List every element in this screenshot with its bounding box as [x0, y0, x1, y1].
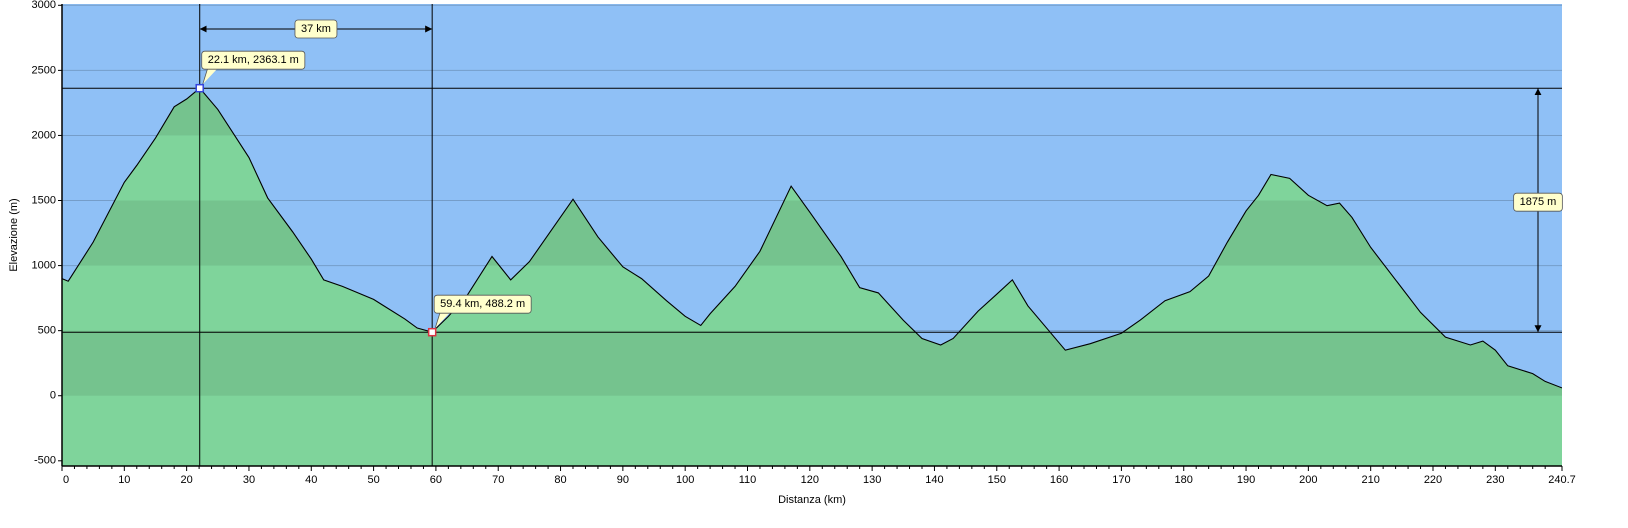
x-tick-label: 70 — [492, 474, 504, 486]
plot-area — [62, 4, 1562, 466]
x-tick-label: 220 — [1424, 474, 1442, 486]
annotation-label: 22.1 km, 2363.1 m — [208, 54, 299, 66]
annotation-box — [294, 19, 338, 39]
y-axis-label: Elevazione (m) — [8, 198, 20, 271]
x-tick-label: 20 — [181, 474, 193, 486]
area-fill — [62, 88, 1562, 466]
y-tick-label: 3000 — [32, 0, 56, 11]
y-tick-label: 1500 — [32, 194, 56, 206]
x-tick-label: 30 — [243, 474, 255, 486]
annotation-label: 37 km — [301, 23, 331, 35]
y-tick-label: -500 — [34, 455, 56, 467]
area-line — [62, 87, 1562, 389]
x-tick-label: 120 — [801, 474, 819, 486]
x-tick-label: 200 — [1299, 474, 1317, 486]
x-tick-label: 180 — [1175, 474, 1193, 486]
x-tick-label: 170 — [1112, 474, 1130, 486]
annotation-label: 1875 m — [1520, 196, 1557, 208]
x-tick-label: 40 — [305, 474, 317, 486]
x-tick-label: 10 — [118, 474, 130, 486]
marker — [427, 327, 437, 337]
y-tick-label: 2000 — [32, 129, 56, 141]
y-tick-label: 0 — [50, 390, 56, 402]
x-tick-label: 110 — [739, 474, 757, 486]
x-axis-label: Distanza (km) — [778, 494, 846, 506]
x-tick-label: 50 — [367, 474, 379, 486]
annotation-box — [1513, 192, 1563, 212]
x-tick-label: 60 — [430, 474, 442, 486]
marker — [195, 83, 204, 93]
x-tick-label: 100 — [676, 474, 694, 486]
x-tick-label: 190 — [1237, 474, 1255, 486]
band — [62, 330, 1562, 396]
annotation-box — [433, 294, 532, 314]
x-tick-label: 130 — [863, 474, 881, 486]
x-tick-label: 140 — [925, 474, 943, 486]
annotation-label: 59.4 km, 488.2 m — [440, 298, 525, 310]
x-tick-label: 150 — [988, 474, 1006, 486]
x-tick-label: 160 — [1050, 474, 1068, 486]
x-tick-label: 210 — [1362, 474, 1380, 486]
x-tick-label: 80 — [554, 474, 566, 486]
y-tick-label: 2500 — [32, 64, 56, 76]
x-tick-label: 0 — [63, 474, 69, 486]
x-tick-label: 240.7 — [1548, 474, 1576, 486]
y-tick-label: 500 — [38, 325, 56, 337]
x-tick-label: 90 — [617, 474, 629, 486]
y-tick-label: 1000 — [32, 259, 56, 271]
x-tick-label: 230 — [1486, 474, 1504, 486]
annotation-box — [201, 50, 306, 70]
